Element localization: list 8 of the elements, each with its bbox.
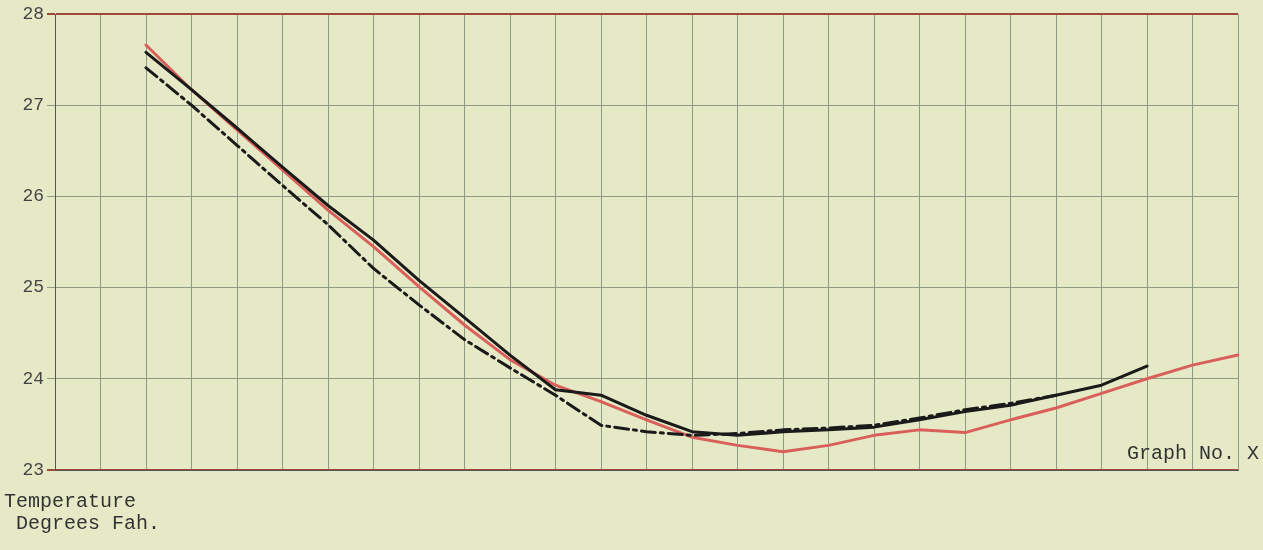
y-tick-label: 25 xyxy=(22,277,44,298)
y-tick-label: 26 xyxy=(22,186,44,207)
annotation: Graph No. X xyxy=(1126,442,1259,466)
y-tick-label: 24 xyxy=(22,368,44,389)
y-tick-label: 28 xyxy=(22,3,44,24)
y-axis-title: Temperature Degrees Fah. xyxy=(4,490,161,536)
y-tick-label: 27 xyxy=(22,94,44,115)
y-tick-label: 23 xyxy=(22,459,44,480)
